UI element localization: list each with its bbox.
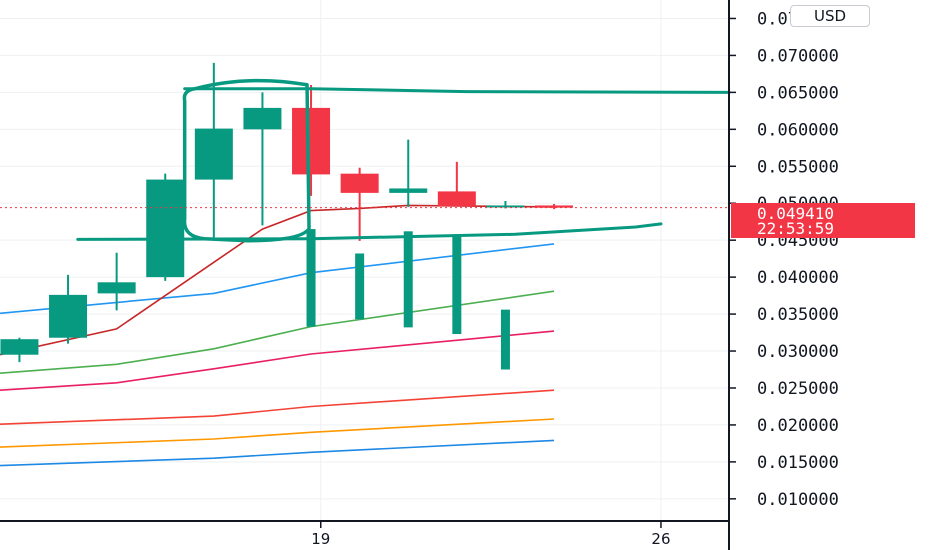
candle-body <box>340 173 379 193</box>
moving-average-line-4 <box>0 389 555 425</box>
candlestick[interactable] <box>146 173 185 281</box>
volume-bar <box>452 234 462 335</box>
moving-average-line-6 <box>0 439 555 467</box>
price-tick-label: 0.040000 <box>757 268 839 288</box>
drawn-rectangle[interactable] <box>182 78 311 243</box>
price-tick-label: 0.025000 <box>757 379 839 399</box>
time-axis[interactable]: 19 26 <box>311 521 671 548</box>
candlestick[interactable] <box>437 161 476 207</box>
volume-bar <box>355 253 365 320</box>
candle-body <box>389 188 428 193</box>
drawn-support-line[interactable] <box>76 222 663 241</box>
candlestick[interactable] <box>97 252 136 311</box>
price-tick-label: 0.070000 <box>757 46 839 66</box>
candle-body <box>437 191 476 207</box>
price-tick-label: 0.010000 <box>757 490 839 510</box>
price-tick-label: 0.035000 <box>757 305 839 325</box>
bar-countdown: 22:53:59 <box>757 219 834 238</box>
moving-average-line-1 <box>0 243 555 315</box>
moving-average-line-5 <box>0 418 555 448</box>
candle-body <box>49 294 88 338</box>
time-tick-label: 19 <box>311 530 330 548</box>
price-tick-label: 0.015000 <box>757 453 839 473</box>
candle-body <box>146 179 185 278</box>
candlestick[interactable] <box>243 92 282 226</box>
candlestick[interactable] <box>535 203 574 210</box>
candle-body <box>194 128 233 180</box>
trend-drawing[interactable] <box>76 78 731 243</box>
price-axis[interactable]: 0.010000 0.015000 0.020000 0.025000 0.030000… <box>729 9 839 510</box>
candlestick[interactable] <box>194 62 233 238</box>
drawn-resistance-line[interactable] <box>183 87 731 94</box>
time-tick-label: 26 <box>651 530 670 548</box>
candle-body <box>486 205 525 208</box>
price-tick-label: 0.030000 <box>757 342 839 362</box>
last-price-tag-bg <box>731 203 915 238</box>
volume-bars <box>306 229 510 370</box>
candlesticks[interactable] <box>0 62 574 363</box>
candlestick[interactable] <box>0 337 39 363</box>
last-price-value: 0.049410 <box>757 204 834 223</box>
currency-label: USD <box>813 7 847 25</box>
candlestick[interactable] <box>340 167 379 241</box>
candle-body <box>97 282 136 294</box>
candle-body <box>0 339 39 355</box>
chart-grid <box>0 0 729 521</box>
volume-bar <box>500 309 510 370</box>
price-tick-label: 0.055000 <box>757 157 839 177</box>
price-tick-label: 0.065000 <box>757 83 839 103</box>
candlestick[interactable] <box>389 139 428 207</box>
moving-average-line-2 <box>0 290 555 374</box>
currency-selector[interactable]: USD <box>790 5 870 27</box>
volume-bar <box>403 231 413 328</box>
candle-body <box>243 107 282 130</box>
candle-body <box>292 107 331 175</box>
volume-bar <box>306 229 316 327</box>
price-tick-label: 0.060000 <box>757 120 839 140</box>
candlestick[interactable] <box>292 84 331 196</box>
candle-body <box>535 205 574 208</box>
moving-averages <box>0 204 555 467</box>
last-price-tag: 0.049410 22:53:59 <box>731 203 915 238</box>
moving-average-line-3 <box>0 330 555 391</box>
moving-average-line-7 <box>0 204 555 356</box>
price-tick-label: 0.020000 <box>757 416 839 436</box>
candlestick[interactable] <box>49 274 88 344</box>
